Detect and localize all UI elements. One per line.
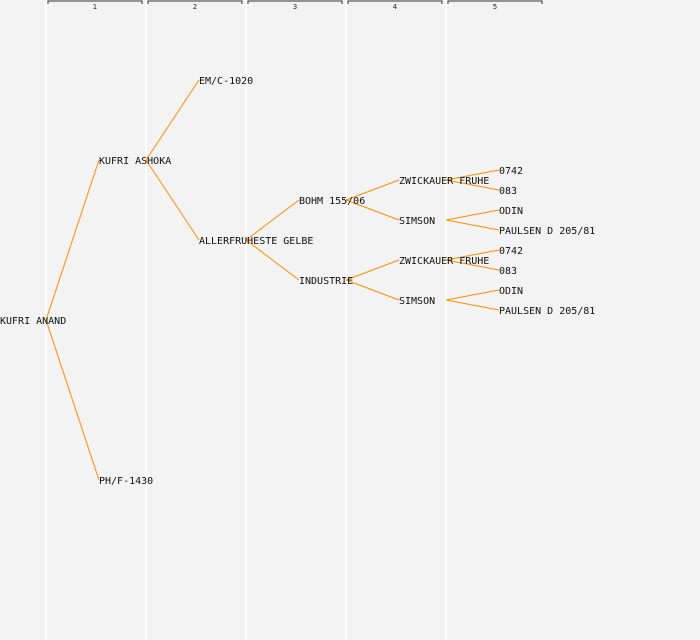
pedigree-node-label[interactable]: 083	[499, 186, 517, 197]
pedigree-edge	[445, 249, 500, 261]
pedigree-edge	[345, 199, 400, 221]
generation-number: 5	[493, 3, 497, 11]
pedigree-edge	[445, 289, 500, 301]
pedigree-node-label[interactable]: PH/F-1430	[99, 476, 153, 487]
pedigree-node-label[interactable]: SIMSON	[399, 216, 435, 227]
pedigree-edge	[145, 159, 200, 241]
pedigree-node-label[interactable]: ZWICKAUER FRUHE	[399, 176, 489, 187]
pedigree-node-label[interactable]: EM/C-1020	[199, 76, 253, 87]
pedigree-node-label[interactable]: ODIN	[499, 286, 523, 297]
generation-bracket	[447, 0, 543, 4]
generation-number: 4	[393, 3, 398, 11]
pedigree-node-label[interactable]: SIMSON	[399, 296, 435, 307]
generation-number: 2	[193, 3, 197, 11]
pedigree-edge	[45, 159, 100, 321]
pedigree-edge	[245, 239, 300, 281]
generation-number: 3	[293, 3, 297, 11]
pedigree-nodes: KUFRI ANAND KUFRI ASHOKA EM/C-1020 ALLERFRU…	[0, 76, 595, 487]
pedigree-node-label[interactable]: ALLERFRUHESTE GELBE	[199, 236, 313, 247]
generation-columns: 1 2 3 4 5	[45, 0, 543, 640]
pedigree-edge	[445, 259, 500, 271]
pedigree-node-label[interactable]: ODIN	[499, 206, 523, 217]
pedigree-node-label[interactable]: PAULSEN D 205/81	[499, 226, 595, 237]
generation-bracket	[347, 0, 443, 4]
pedigree-node-label[interactable]: BOHM 155/06	[299, 196, 365, 207]
pedigree-edge	[445, 209, 500, 221]
generation-bracket	[247, 0, 343, 4]
pedigree-edge	[45, 319, 100, 481]
pedigree-edge	[345, 259, 400, 281]
pedigree-edge	[345, 179, 400, 201]
pedigree-edge	[445, 299, 500, 311]
pedigree-edge	[145, 79, 200, 161]
pedigree-edge	[445, 179, 500, 191]
pedigree-node-label[interactable]: KUFRI ASHOKA	[99, 156, 171, 167]
generation-number: 1	[93, 3, 97, 11]
generation-bracket	[147, 0, 243, 4]
generation-bracket	[47, 0, 143, 4]
pedigree-node-label[interactable]: INDUSTRIE	[299, 276, 353, 287]
pedigree-edge	[445, 169, 500, 181]
pedigree-edge	[245, 199, 300, 241]
pedigree-node-label[interactable]: 0742	[499, 166, 523, 177]
pedigree-edge	[345, 279, 400, 301]
pedigree-node-label[interactable]: KUFRI ANAND	[0, 316, 66, 327]
pedigree-node-label[interactable]: 083	[499, 266, 517, 277]
pedigree-node-label[interactable]: ZWICKAUER FRUHE	[399, 256, 489, 267]
pedigree-edge	[445, 219, 500, 231]
pedigree-node-label[interactable]: PAULSEN D 205/81	[499, 306, 595, 317]
pedigree-node-label[interactable]: 0742	[499, 246, 523, 257]
pedigree-edges	[45, 79, 500, 481]
